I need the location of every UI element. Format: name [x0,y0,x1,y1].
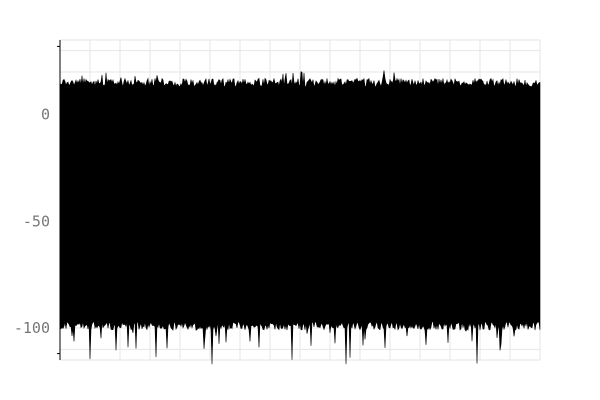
y-tick-label: -50 [23,212,50,230]
y-tick-label: -100 [14,319,50,337]
series-line [59,70,541,365]
y-tick-label: 0 [41,106,50,124]
y-tick-labels: 0 -50 -100 [14,106,50,337]
series-layer [59,70,541,365]
y-axis [57,40,61,360]
